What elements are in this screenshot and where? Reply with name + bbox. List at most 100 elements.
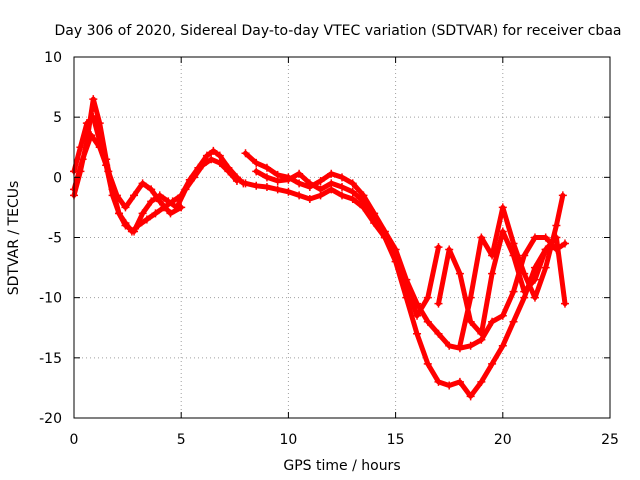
data-point-marker: [498, 341, 507, 350]
data-point-marker: [423, 359, 432, 368]
data-point-marker: [466, 341, 475, 350]
series-track-3: [70, 131, 186, 218]
data-point-marker: [130, 191, 139, 200]
data-point-marker: [413, 311, 422, 320]
data-point-marker: [252, 158, 261, 167]
data-point-marker: [273, 185, 282, 194]
data-point-marker: [423, 317, 432, 326]
series-track-6: [252, 167, 443, 320]
data-point-marker: [552, 221, 561, 230]
data-point-marker: [121, 203, 130, 212]
x-tick-label: 25: [601, 432, 619, 448]
data-point-marker: [520, 287, 529, 296]
data-point-marker: [348, 194, 357, 203]
data-point-marker: [423, 293, 432, 302]
data-point-marker: [198, 161, 207, 170]
series-line: [71, 96, 246, 234]
tick-layer: [73, 56, 611, 419]
data-point-marker: [241, 149, 250, 158]
data-point-marker: [87, 131, 96, 140]
series-layer: [70, 95, 569, 401]
data-point-marker: [142, 215, 151, 224]
data-point-marker: [284, 175, 293, 184]
data-point-marker: [509, 287, 518, 296]
data-point-marker: [316, 176, 325, 185]
data-point-marker: [380, 233, 389, 242]
data-point-marker: [209, 146, 218, 155]
data-point-marker: [327, 169, 336, 178]
data-point-marker: [530, 293, 539, 302]
data-point-marker: [466, 317, 475, 326]
y-axis-label: SDTVAR / TECUs: [6, 181, 22, 296]
data-point-marker: [445, 381, 454, 390]
x-tick-label: 5: [177, 432, 186, 448]
data-point-marker: [295, 179, 304, 188]
x-tick-label: 20: [494, 432, 512, 448]
data-point-marker: [413, 329, 422, 338]
data-point-marker: [215, 151, 224, 160]
data-point-marker: [273, 176, 282, 185]
data-point-marker: [402, 281, 411, 290]
data-point-marker: [327, 179, 336, 188]
data-point-marker: [488, 317, 497, 326]
data-point-marker: [530, 233, 539, 242]
data-point-marker: [164, 197, 173, 206]
data-point-marker: [445, 245, 454, 254]
data-point-marker: [112, 191, 121, 200]
data-point-marker: [477, 233, 486, 242]
data-point-marker: [207, 155, 216, 164]
data-point-marker: [78, 155, 87, 164]
data-point-marker: [155, 197, 164, 206]
data-point-marker: [509, 317, 518, 326]
data-point-marker: [370, 215, 379, 224]
data-point-marker: [498, 227, 507, 236]
data-point-marker: [147, 185, 156, 194]
data-point-marker: [445, 341, 454, 350]
data-point-marker: [530, 275, 539, 284]
data-point-marker: [498, 203, 507, 212]
data-point-marker: [488, 269, 497, 278]
data-point-marker: [560, 239, 569, 248]
data-point-marker: [338, 173, 346, 182]
data-point-marker: [252, 167, 261, 176]
x-tick-label: 10: [279, 432, 297, 448]
y-tick-label: -5: [48, 231, 62, 247]
y-tick-label: 10: [44, 50, 62, 66]
data-point-marker: [348, 179, 357, 188]
data-point-marker: [560, 299, 569, 308]
data-point-marker: [130, 227, 139, 236]
y-tick-label: 5: [53, 110, 62, 126]
data-point-marker: [541, 233, 550, 242]
data-point-marker: [262, 173, 271, 182]
x-tick-label: 15: [387, 432, 405, 448]
data-point-marker: [232, 176, 241, 185]
data-point-marker: [115, 209, 124, 218]
data-point-marker: [391, 251, 400, 260]
data-point-marker: [488, 251, 497, 260]
data-point-marker: [241, 179, 250, 188]
data-point-marker: [76, 143, 85, 152]
data-point-marker: [520, 251, 529, 260]
data-point-marker: [466, 392, 475, 401]
data-point-marker: [190, 173, 199, 182]
data-point-marker: [477, 377, 486, 386]
data-point-marker: [121, 221, 130, 230]
y-tick-label: 0: [53, 170, 62, 186]
data-point-marker: [202, 151, 211, 160]
data-point-marker: [177, 203, 186, 212]
data-point-marker: [338, 182, 346, 191]
data-point-marker: [455, 377, 464, 386]
data-point-marker: [215, 158, 224, 167]
data-point-marker: [305, 179, 314, 188]
data-point-marker: [224, 167, 233, 176]
data-point-marker: [138, 179, 147, 188]
y-tick-label: -15: [39, 351, 62, 367]
data-point-marker: [434, 329, 443, 338]
data-point-marker: [262, 182, 271, 191]
data-point-marker: [295, 169, 304, 178]
data-point-marker: [488, 359, 497, 368]
data-point-marker: [295, 191, 304, 200]
data-point-marker: [455, 269, 464, 278]
data-point-marker: [89, 113, 98, 122]
data-point-marker: [104, 167, 113, 176]
